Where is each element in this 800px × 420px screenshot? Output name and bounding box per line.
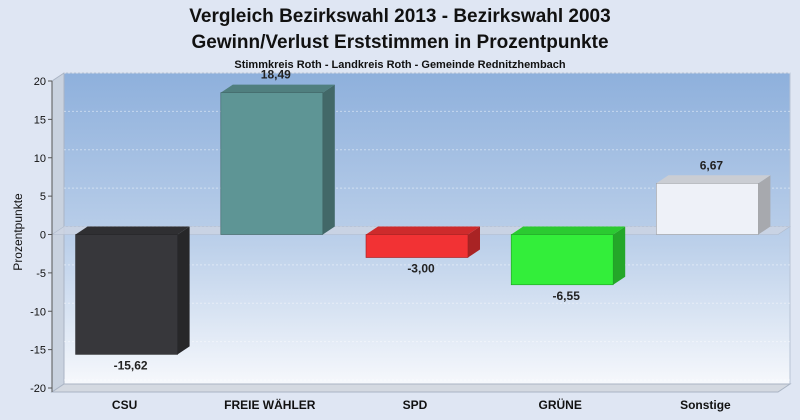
data-label: -3,00 <box>407 262 435 276</box>
y-tick-label: 10 <box>34 153 46 165</box>
y-tick-label: -5 <box>36 268 46 280</box>
bar-top <box>656 175 771 184</box>
data-label: -6,55 <box>553 289 581 303</box>
bar-top <box>366 226 480 235</box>
bar-top <box>220 84 335 93</box>
bar-side <box>758 175 771 235</box>
y-tick-label: 0 <box>40 230 46 242</box>
bar-sonstige: 6,67 <box>656 158 771 235</box>
bar-spd: -3,00 <box>365 226 480 276</box>
bar-freie-w-hler: 18,49 <box>220 68 335 235</box>
bar-side <box>322 84 335 235</box>
bar-front <box>220 92 324 235</box>
data-label: 6,67 <box>700 158 724 172</box>
bar-side <box>613 226 626 285</box>
y-tick-label: -20 <box>30 383 46 395</box>
bar-front <box>510 234 614 286</box>
y-tick-label: 5 <box>40 191 46 203</box>
y-tick-label: -10 <box>30 306 46 318</box>
chart-header: Vergleich Bezirkswahl 2013 - Bezirkswahl… <box>0 4 800 73</box>
bars: -15,62 18,49 -3,00 -6,55 6,67 <box>75 68 771 372</box>
bar-front <box>656 183 759 235</box>
bar-top <box>75 226 190 235</box>
bar-side <box>468 226 480 258</box>
bar-side <box>177 226 190 355</box>
data-label: 18,49 <box>261 68 291 82</box>
x-tick-label: GRÜNE <box>539 397 582 412</box>
y-tick-label: 20 <box>34 76 46 88</box>
bar-gr-ne: -6,55 <box>510 226 626 303</box>
y-axis: 20 15 10 5 0 -5 -10 -15 -20 <box>30 76 53 395</box>
data-label: -15,62 <box>114 358 148 372</box>
x-axis: CSU FREIE WÄHLER SPD GRÜNE Sonstige <box>112 397 731 412</box>
y-tick-label: -15 <box>30 345 46 357</box>
y-axis-label: Prozentpunkte <box>11 193 25 271</box>
x-tick-label: SPD <box>403 398 428 412</box>
bar-csu: -15,62 <box>75 226 190 372</box>
x-tick-label: CSU <box>112 398 137 412</box>
y-tick-label: 15 <box>34 114 46 126</box>
x-tick-label: Sonstige <box>680 398 731 412</box>
bar-front <box>365 234 469 258</box>
x-tick-label: FREIE WÄHLER <box>224 397 316 412</box>
bar-front <box>75 234 178 355</box>
chart-title-line-2: Gewinn/Verlust Erststimmen in Prozentpun… <box>191 32 609 53</box>
chart-title-line-1: Vergleich Bezirkswahl 2013 - Bezirkswahl… <box>189 6 611 27</box>
chart-subtitle: Stimmkreis Roth - Landkreis Roth - Gemei… <box>234 59 566 71</box>
bar-top <box>511 226 626 235</box>
